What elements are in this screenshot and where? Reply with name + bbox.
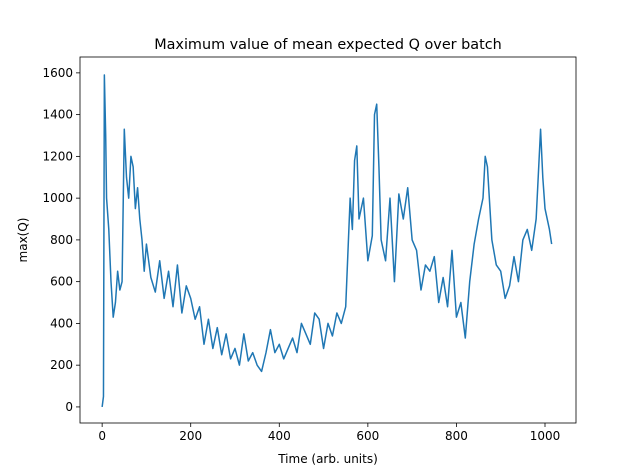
- x-tick-label: 400: [268, 429, 291, 443]
- y-tick-label: 800: [50, 233, 73, 247]
- y-tick-label: 600: [50, 275, 73, 289]
- y-tick-label: 1200: [42, 149, 73, 163]
- x-tick-label: 600: [356, 429, 379, 443]
- y-tick-label: 200: [50, 358, 73, 372]
- x-axis-label: Time (arb. units): [277, 452, 378, 466]
- x-tick-label: 0: [98, 429, 106, 443]
- y-tick-label: 1000: [42, 191, 73, 205]
- data-line: [101, 74, 553, 408]
- y-tick-label: 0: [65, 400, 73, 414]
- x-tick-label: 200: [179, 429, 202, 443]
- y-axis-label: max(Q): [16, 218, 30, 263]
- plot-frame: [79, 56, 577, 424]
- y-tick-label: 1600: [42, 66, 73, 80]
- y-tick-label: 1400: [42, 108, 73, 122]
- y-tick-label: 400: [50, 316, 73, 330]
- chart-title: Maximum value of mean expected Q over ba…: [154, 37, 502, 53]
- x-tick-label: 1000: [530, 429, 561, 443]
- x-tick-label: 800: [445, 429, 468, 443]
